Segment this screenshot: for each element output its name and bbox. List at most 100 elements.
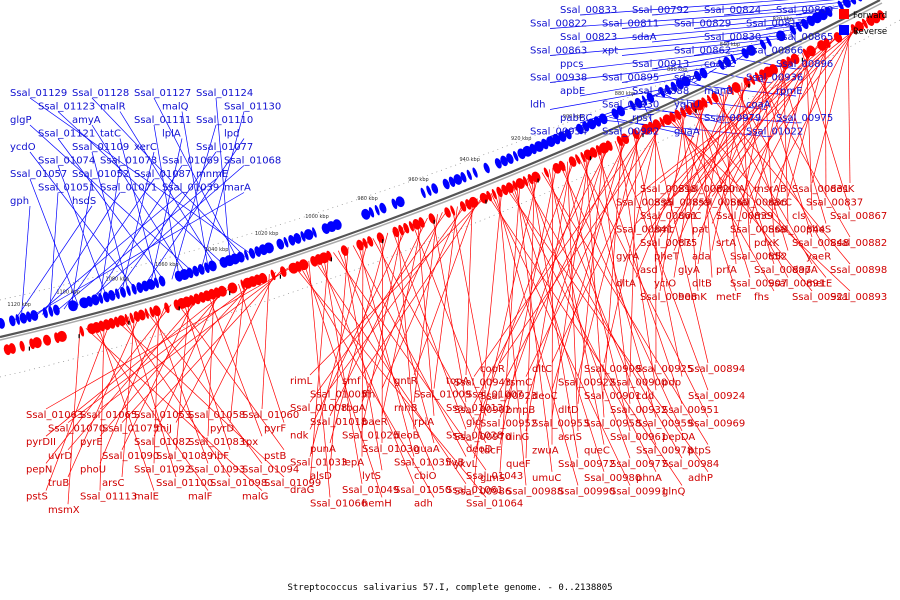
label-leader-line: [549, 61, 730, 83]
gene-label: Ssal_00902: [454, 405, 511, 416]
gene-feature: [646, 92, 655, 103]
label-leader-line: [673, 114, 775, 292]
gene-feature: [459, 201, 467, 212]
gene-feature: [641, 95, 648, 106]
gene-feature: [496, 186, 503, 198]
gene-label: Ssal_00835: [616, 198, 673, 209]
kbp-tick-mark: [433, 219, 435, 224]
kbp-tick-label: 980 kbp: [357, 196, 377, 202]
legend-label-forward: Forward: [853, 11, 887, 21]
gene-feature: [192, 265, 199, 277]
gene-feature: [361, 208, 371, 220]
gene-label: tpx: [242, 437, 258, 448]
gene-label: Ssal_00977: [610, 459, 667, 470]
gene-label: alsD: [310, 471, 332, 482]
label-leader-line: [673, 33, 841, 197]
gene-feature: [746, 45, 756, 56]
label-leader-line: [432, 216, 467, 403]
label-leader-line: [692, 105, 789, 278]
label-leader-line: [764, 71, 775, 238]
label-leader-line: [689, 80, 725, 97]
gene-label: Ssal_01051: [38, 183, 95, 194]
gene-label: ycdO: [10, 142, 36, 153]
label-leader-line: [741, 82, 751, 251]
gene-label: Ssal_01129: [10, 88, 67, 99]
label-leader-line: [323, 255, 363, 484]
gene-feature: [108, 318, 116, 329]
gene-label: Ssal_00954: [530, 127, 587, 138]
gene-label: uvrD: [48, 451, 72, 462]
gene-label: pheT: [654, 252, 680, 263]
gene-label: xpt: [602, 46, 618, 57]
gene-feature: [730, 53, 736, 65]
kbp-tick-mark: [695, 108, 697, 113]
gene-feature: [19, 312, 28, 324]
label-leader-line: [508, 185, 657, 472]
gene-label: glmS: [480, 473, 505, 484]
gene-feature: [575, 154, 581, 165]
gene-label: Ssal_01083: [188, 437, 245, 448]
gene-label: metF: [716, 292, 742, 303]
gene-feature: [153, 305, 161, 317]
label-leader-line: [802, 52, 851, 211]
gene-feature: [759, 39, 767, 50]
kbp-tick-label: 1060 kbp: [155, 262, 179, 268]
label-leader-line: [67, 295, 202, 451]
gene-label: glyA: [678, 265, 700, 276]
label-leader-line: [525, 159, 572, 432]
label-leader-line: [121, 314, 135, 478]
kbp-tick-label: 1080 kbp: [106, 276, 130, 282]
gene-label: Ssal_01092: [134, 464, 191, 475]
gene-label: yaeR: [806, 252, 831, 263]
label-leader-line: [737, 84, 789, 251]
label-leader-line: [70, 178, 93, 308]
label-leader-line: [516, 182, 553, 472]
label-leader-line: [666, 117, 851, 292]
gene-label: glgP: [10, 115, 32, 126]
gene-label: Ssal_01075: [102, 424, 159, 435]
gene-feature: [53, 304, 60, 316]
gene-label: pepDA: [662, 432, 695, 443]
gene-feature: [527, 174, 534, 185]
gene-label: dltD: [558, 405, 579, 416]
label-leader-line: [122, 318, 231, 478]
gene-label: fhs: [754, 292, 769, 303]
label-leader-line: [29, 151, 137, 290]
gene-feature: [340, 245, 349, 256]
genome-backbone-shadow: [0, 2, 883, 341]
label-leader-line: [91, 151, 129, 292]
gene-feature: [244, 249, 249, 261]
gene-label: Ssal_00848: [792, 238, 849, 249]
label-leader-line: [811, 28, 853, 184]
gene-feature: [706, 94, 713, 106]
gene-feature: [117, 315, 126, 327]
gene-label: dapA: [792, 265, 818, 276]
gene-feature: [102, 291, 110, 303]
label-leader-line: [693, 41, 771, 56]
label-leader-line: [773, 49, 811, 211]
label-leader-line: [847, 29, 851, 184]
label-leader-line: [659, 43, 822, 211]
gene-label: Ssal_01050: [394, 485, 451, 496]
label-leader-line: [629, 131, 638, 377]
label-leader-line: [121, 277, 258, 423]
label-leader-line: [541, 172, 709, 445]
gene-feature: [837, 0, 844, 11]
kbp-tick-label: 820 kbp: [773, 16, 793, 22]
gene-feature: [659, 87, 666, 98]
gene-label: cls: [678, 238, 692, 249]
gene-label: Ssal_00932: [610, 405, 667, 416]
gene-label: queF: [506, 459, 531, 470]
gene-label: Ssal_00975: [776, 113, 833, 124]
gene-label: prfA: [716, 265, 737, 276]
label-leader-line: [42, 192, 121, 315]
gene-label: Ssal_00958: [584, 418, 641, 429]
gene-feature: [587, 118, 597, 130]
gene-label: ptpS: [688, 446, 711, 457]
gene-label: Ssal_01098: [210, 478, 267, 489]
gene-label: Ssal_00863: [530, 46, 587, 57]
gene-feature: [379, 202, 387, 214]
label-leader-line: [303, 262, 383, 498]
kbp-tick-mark: [78, 334, 80, 339]
gene-feature: [483, 162, 490, 174]
